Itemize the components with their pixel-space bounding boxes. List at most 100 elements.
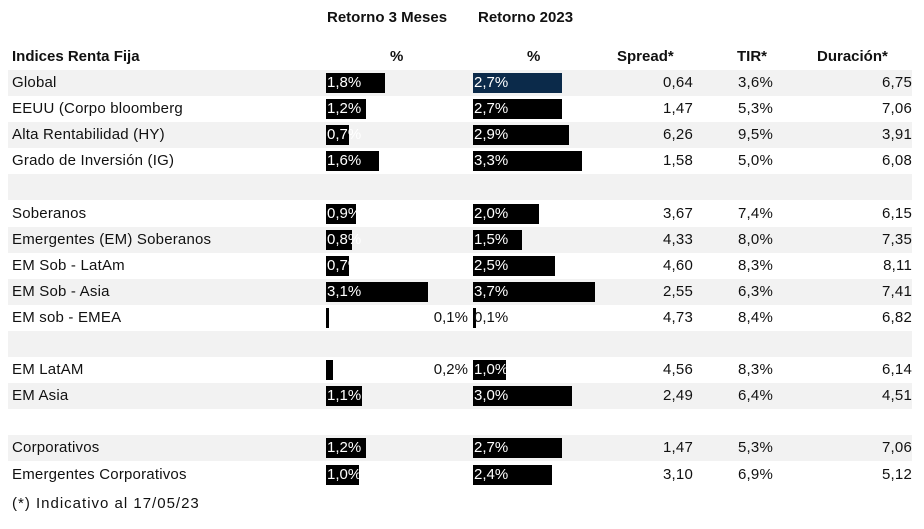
return-3m-label: 0,8%: [327, 230, 362, 248]
header-pct-2023: %: [527, 48, 541, 65]
return-3m-label: 0,9%: [327, 204, 362, 222]
spread-value: 1,47: [663, 439, 693, 457]
return-3m-bar: [326, 255, 350, 276]
return-2023-label: 2,9%: [474, 126, 509, 144]
return-2023-label: 0,1%: [474, 308, 509, 326]
tir-value: 6,9%: [738, 465, 773, 483]
return-3m-label: 3,1%: [327, 282, 362, 300]
index-name: Grado de Inversión (IG): [12, 152, 175, 170]
index-name: EM Sob - Asia: [12, 282, 110, 300]
tir-value: 7,4%: [738, 204, 773, 222]
table-row: EM sob - EMEA 0,1% 0,1% 4,73 8,4% 6,82: [8, 305, 912, 331]
tir-value: 9,5%: [738, 126, 773, 144]
index-name: Global: [12, 74, 57, 91]
return-3m-bar: [326, 151, 379, 172]
return-2023-bar: [473, 255, 556, 276]
return-2023-label: 2,4%: [474, 465, 509, 483]
table-row: EM Asia 1,1% 3,0% 2,49 6,4% 4,51: [8, 383, 912, 410]
footnote: (*) Indicativo al 17/05/23: [12, 495, 200, 512]
table-row: EM Sob - LatAm 0,7% 2,5% 4,60 8,3% 8,11: [8, 253, 912, 279]
duracion-value: 8,11: [883, 256, 912, 274]
header-duracion: Duración*: [817, 48, 888, 65]
return-3m-label: 1,2%: [327, 100, 362, 118]
index-name: EEUU (Corpo bloomberg: [12, 100, 183, 118]
table-row: Corporativos 1,2% 2,7% 1,47 5,3% 7,06: [8, 435, 912, 462]
return-2023-label: 2,0%: [474, 204, 509, 222]
index-name: EM Asia: [12, 387, 69, 405]
spread-value: 2,55: [663, 282, 693, 300]
return-3m-bar: [326, 281, 429, 302]
return-3m-bar: [326, 99, 366, 120]
index-name: Emergentes Corporativos: [12, 465, 187, 483]
duracion-value: 7,06: [882, 439, 912, 457]
return-2023-bar: [473, 464, 553, 485]
return-2023-bar: [473, 73, 563, 93]
duracion-value: 6,75: [882, 74, 912, 91]
tir-value: 8,4%: [738, 308, 773, 326]
header-retorno-2023: Retorno 2023: [478, 9, 574, 26]
column-header-row: Indices Renta Fija % % Spread* TIR* Dura…: [0, 46, 924, 68]
return-3m-bar: [326, 386, 363, 407]
return-3m-bar: [326, 464, 359, 485]
index-name: Soberanos: [12, 204, 87, 222]
duracion-value: 7,35: [882, 230, 912, 248]
return-3m-bar: [326, 307, 330, 328]
spacer-row: [8, 409, 912, 435]
return-3m-label: 1,8%: [327, 74, 362, 91]
return-2023-bar: [473, 386, 572, 407]
spread-value: 3,10: [663, 465, 693, 483]
index-name: EM LatAM: [12, 361, 84, 379]
header-pct-3m: %: [390, 48, 404, 65]
duracion-value: 7,41: [882, 282, 912, 300]
duracion-value: 6,08: [882, 152, 912, 170]
tir-value: 3,6%: [738, 74, 773, 91]
tir-value: 6,4%: [738, 387, 773, 405]
tir-value: 8,0%: [738, 230, 773, 248]
return-2023-bar: [473, 203, 539, 224]
duracion-value: 4,51: [882, 387, 912, 405]
index-name: Corporativos: [12, 439, 100, 457]
table-row: Global 1,8% 2,7% 0,64 3,6% 6,75: [8, 70, 912, 96]
table-row: Grado de Inversión (IG) 1,6% 3,3% 1,58 5,0% 6…: [8, 148, 912, 174]
return-3m-label: 0,7%: [327, 126, 362, 144]
return-3m-bar: [326, 203, 356, 224]
return-2023-label: 2,5%: [474, 256, 509, 274]
tir-value: 8,3%: [738, 361, 773, 379]
return-3m-bar: [326, 125, 350, 146]
spread-value: 0,64: [663, 74, 693, 91]
return-2023-bar: [473, 307, 477, 328]
spread-value: 1,47: [663, 100, 693, 118]
table-row: EEUU (Corpo bloomberg 1,2% 2,7% 1,47 5,3% 7,0…: [8, 96, 912, 122]
index-name: Alta Rentabilidad (HY): [12, 126, 165, 144]
return-2023-label: 2,7%: [474, 74, 509, 91]
return-3m-bar: [326, 438, 366, 459]
return-3m-bar: [326, 360, 333, 381]
spread-value: 4,73: [663, 308, 693, 326]
duracion-value: 6,15: [882, 204, 912, 222]
table-row: EM LatAM 0,2% 1,0% 4,56 8,3% 6,14: [8, 357, 912, 383]
duracion-value: 7,06: [882, 100, 912, 118]
index-name: Emergentes (EM) Soberanos: [12, 230, 212, 248]
return-2023-bar: [473, 229, 523, 250]
return-3m-label: 0,1%: [433, 308, 468, 326]
spread-value: 6,26: [663, 126, 693, 144]
spacer-row: [8, 174, 912, 201]
spread-value: 1,58: [663, 152, 693, 170]
tir-value: 6,3%: [738, 282, 773, 300]
return-3m-bar: [326, 229, 353, 250]
tir-value: 5,3%: [738, 439, 773, 457]
return-3m-label: 0,2%: [433, 361, 468, 379]
tir-value: 5,0%: [738, 152, 773, 170]
header-indices: Indices Renta Fija: [12, 48, 140, 65]
header-tir: TIR*: [737, 48, 767, 65]
duracion-value: 6,82: [882, 308, 912, 326]
index-name: EM sob - EMEA: [12, 308, 122, 326]
return-3m-label: 1,1%: [327, 387, 362, 405]
index-name: EM Sob - LatAm: [12, 256, 125, 274]
return-2023-bar: [473, 151, 582, 172]
spacer-row: [8, 331, 912, 357]
return-2023-label: 3,3%: [474, 152, 509, 170]
return-2023-bar: [473, 125, 569, 146]
spread-value: 4,60: [663, 256, 693, 274]
tir-value: 5,3%: [738, 100, 773, 118]
